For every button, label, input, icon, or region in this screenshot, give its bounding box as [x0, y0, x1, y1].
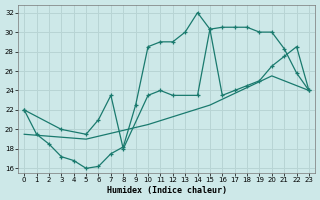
- X-axis label: Humidex (Indice chaleur): Humidex (Indice chaleur): [107, 186, 227, 195]
